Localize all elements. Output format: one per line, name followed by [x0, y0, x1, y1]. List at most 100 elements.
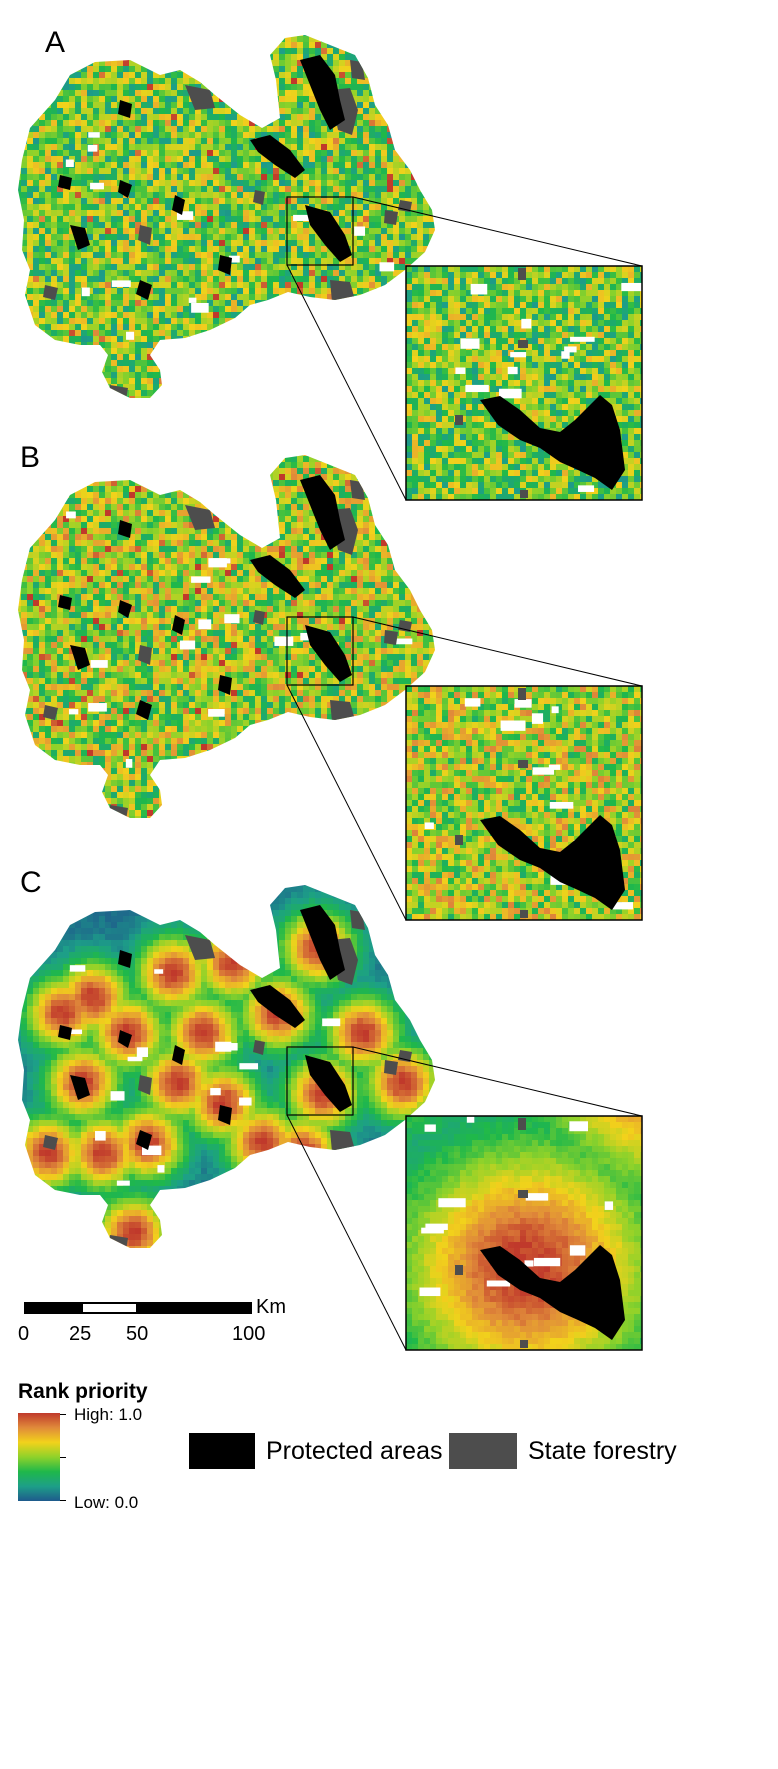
zoom-inset: [406, 686, 642, 920]
state-forestry-patch: [518, 760, 528, 768]
state-forestry-patch: [518, 1118, 526, 1130]
state-forestry-patch: [138, 225, 152, 245]
panel-label-a: A: [45, 26, 66, 59]
state-forestry-patch: [43, 285, 58, 300]
state-forestry-patch: [330, 1130, 355, 1152]
protected-area-patch: [172, 615, 185, 635]
state-forestry-patch: [185, 505, 215, 530]
zoom-inset: [406, 1116, 642, 1350]
state-forestry-patch: [330, 700, 355, 722]
priority-raster: [18, 455, 435, 818]
state-forestry-patch: [455, 835, 463, 845]
protected-area-patch: [218, 255, 232, 275]
state-forestry-patch: [253, 1040, 265, 1055]
legend-low-label: Low: 0.0: [74, 1493, 139, 1512]
zoom-inset: [406, 266, 649, 500]
protected-area-patch: [480, 1245, 625, 1340]
protected-area-patch: [58, 175, 72, 190]
protected-area-patch: [300, 55, 345, 130]
state-forestry-patch: [253, 610, 265, 625]
inset-frame: [405, 265, 643, 501]
protected-area-patch: [136, 1130, 152, 1150]
scale-tick-100: 100: [232, 1323, 266, 1345]
protected-area-patch: [58, 595, 72, 610]
scale-seg-2: [81, 1302, 138, 1314]
protected-area-patch: [118, 180, 132, 198]
state-forestry-patch: [138, 1075, 152, 1095]
map-panel-b: [18, 455, 643, 921]
state-forestry-patch: [138, 645, 152, 665]
protected-area-patch: [136, 700, 152, 720]
scale-tick-50: 50: [126, 1323, 149, 1345]
zoom-extent-box: [286, 616, 354, 686]
state-forestry-patch: [518, 268, 526, 280]
protected-area-patch: [300, 475, 345, 550]
protected-area-patch: [250, 135, 305, 178]
ramp-tick-low: [60, 1500, 66, 1501]
state-forestry-patch: [350, 910, 365, 930]
priority-raster: [18, 885, 435, 1248]
zoom-connector-line: [286, 1114, 407, 1351]
protected-area-patch: [118, 100, 132, 118]
protected-area-patch: [172, 195, 185, 215]
protected-area-patch: [305, 205, 352, 262]
legend-title: Rank priority: [18, 1380, 148, 1403]
state-forestry-label: State forestry: [528, 1437, 677, 1465]
protected-area-patch: [218, 675, 232, 695]
map-panel-c: [18, 885, 643, 1351]
color-ramp: [18, 1413, 60, 1501]
zoom-connector-line: [286, 684, 407, 921]
state-forestry-patch: [520, 490, 528, 498]
state-forestry-patch: [384, 1060, 398, 1075]
protected-area-patch: [70, 645, 90, 670]
scale-unit: Km: [256, 1296, 286, 1318]
panel-label-b: B: [20, 441, 41, 474]
protected-areas-swatch: [189, 1433, 255, 1469]
state-forestry-patch: [520, 910, 528, 918]
state-forestry-patch: [518, 688, 526, 700]
protected-area-patch: [118, 1030, 132, 1048]
inset-frame: [405, 685, 643, 921]
priority-raster: [18, 35, 435, 398]
protected-area-patch: [250, 985, 305, 1028]
state-forestry-patch: [185, 85, 215, 110]
scale-seg-1: [24, 1302, 81, 1314]
state-forestry-patch: [350, 480, 365, 500]
state-forestry-patch: [455, 415, 463, 425]
scale-bar: [24, 1302, 252, 1314]
zoom-extent-box: [286, 1046, 354, 1116]
state-forestry-patch: [455, 1265, 463, 1275]
state-forestry-patch: [330, 280, 355, 302]
zoom-connector-line: [286, 264, 407, 501]
state-forestry-patch: [518, 340, 528, 348]
protected-area-patch: [70, 225, 90, 250]
protected-area-patch: [305, 625, 352, 682]
state-forestry-swatch: [449, 1433, 517, 1469]
state-forestry-patch: [253, 190, 265, 205]
protected-area-patch: [118, 950, 132, 968]
protected-area-patch: [305, 1055, 352, 1112]
protected-area-patch: [118, 600, 132, 618]
protected-areas-label: Protected areas: [266, 1437, 443, 1465]
legend-high-label: High: 1.0: [74, 1405, 143, 1424]
scale-tick-0: 0: [18, 1323, 30, 1345]
state-forestry-patch: [43, 705, 58, 720]
protected-area-patch: [136, 280, 152, 300]
protected-area-patch: [172, 1045, 185, 1065]
protected-area-patch: [480, 395, 625, 490]
state-forestry-patch: [384, 210, 398, 225]
state-forestry-patch: [350, 60, 365, 80]
scale-seg-3: [138, 1302, 252, 1314]
protected-area-patch: [480, 815, 625, 910]
protected-area-patch: [70, 1075, 90, 1100]
ramp-tick-mid: [60, 1457, 66, 1458]
state-forestry-patch: [384, 630, 398, 645]
protected-area-patch: [300, 905, 345, 980]
state-forestry-patch: [520, 1340, 528, 1348]
ramp-tick-high: [60, 1414, 66, 1415]
protected-area-patch: [250, 555, 305, 598]
protected-area-patch: [118, 520, 132, 538]
protected-area-patch: [218, 1105, 232, 1125]
state-forestry-patch: [518, 1190, 528, 1198]
